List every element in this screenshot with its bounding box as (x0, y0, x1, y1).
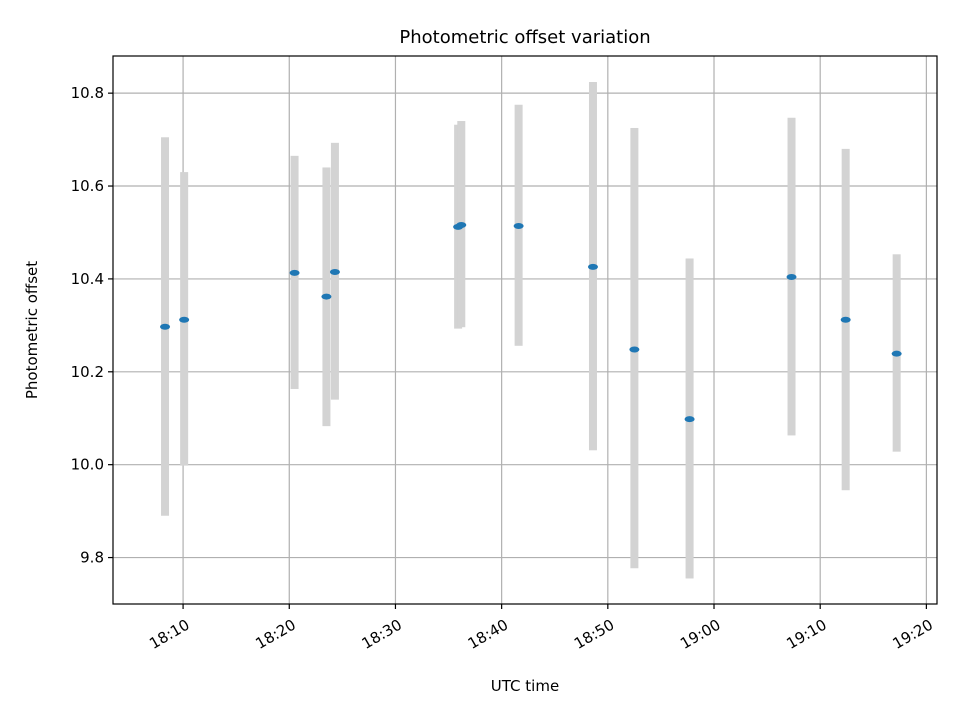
data-point (684, 416, 695, 423)
data-point (786, 274, 797, 281)
grid (113, 56, 937, 604)
data-point (329, 268, 340, 275)
plot-frame (112, 55, 938, 605)
data-point (456, 222, 467, 229)
data-point (587, 263, 598, 270)
data-point (629, 346, 640, 353)
y-tick-label: 10.6 (71, 177, 104, 195)
y-tick-label: 10.0 (71, 456, 104, 474)
chart-title: Photometric offset variation (399, 27, 650, 48)
data-point (513, 222, 524, 229)
x-axis-label: UTC time (491, 677, 559, 695)
data-point (891, 350, 902, 357)
data-point (321, 293, 332, 300)
y-axis-label: Photometric offset (23, 261, 41, 399)
y-tick-label: 10.4 (71, 270, 104, 288)
data-point (179, 316, 190, 323)
data-point (840, 316, 851, 323)
y-tick-label: 9.8 (80, 549, 104, 567)
data-points (160, 222, 902, 423)
y-tick-labels: 9.8 10.0 10.2 10.4 10.6 10.8 (71, 84, 104, 566)
y-tick-label: 10.2 (71, 363, 104, 381)
data-point (160, 323, 171, 330)
y-tick-label: 10.8 (71, 84, 104, 102)
data-point (289, 269, 300, 276)
ticks (108, 92, 927, 609)
